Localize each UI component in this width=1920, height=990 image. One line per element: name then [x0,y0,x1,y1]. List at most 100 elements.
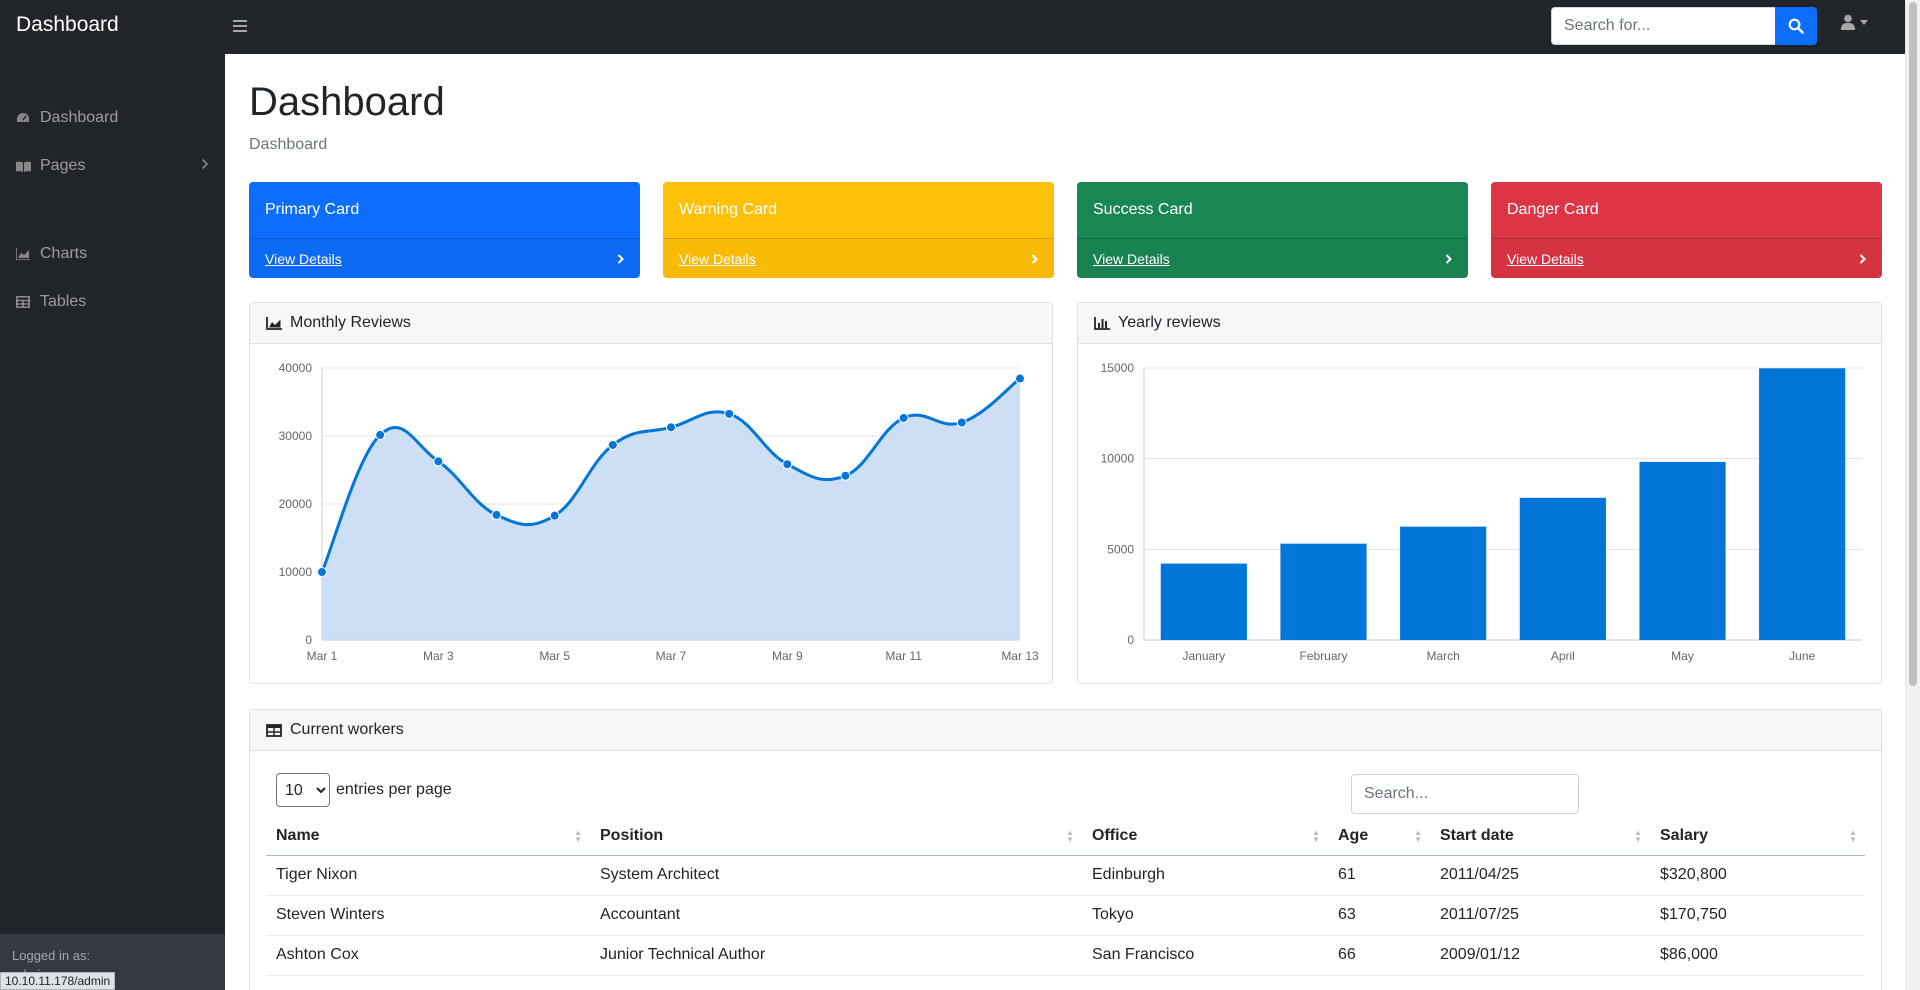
sort-icon: ▲ ▼ [1849,828,1857,844]
sidebar: Dashboard Pages Charts Tables Logged in … [0,54,225,990]
scrollbar-thumb[interactable] [1909,2,1917,686]
data-point [1015,373,1025,384]
entries-per-page-select[interactable]: 10 [276,773,330,807]
data-point [375,429,386,440]
sidebar-item-label: Pages [40,157,86,174]
sidebar-item-label: Charts [40,245,88,262]
view-details-link[interactable]: View Details [1093,250,1170,267]
column-header-start-date[interactable]: Start date ▲ ▼ [1430,817,1650,856]
sidebar-item-pages[interactable]: Pages [0,146,225,186]
success-card: Success Card View Details [1077,182,1468,278]
danger-card: Danger Card View Details [1491,182,1882,278]
cell-name: Ashton Cox [266,935,590,976]
y-tick-label: 0 [305,633,312,647]
warning-card: Warning Card View Details [663,182,1054,278]
column-header-age[interactable]: Age ▲ ▼ [1328,817,1430,856]
card-footer: View Details [1491,238,1882,278]
cell-salary: $170,750 [1650,895,1865,936]
table-row[interactable]: Steven Winters Accountant Tokyo 63 2011/… [266,895,1865,936]
sort-icon: ▲ ▼ [1312,828,1320,844]
y-tick-label: 0 [1127,633,1134,647]
table-icon [266,723,282,737]
sort-icon: ▲ ▼ [574,828,582,844]
top-search [1551,7,1817,45]
sidebar-item-label: Tables [40,293,87,310]
brand-title[interactable]: Dashboard [16,13,119,36]
table-search-input[interactable] [1351,774,1579,814]
panel-title: Monthly Reviews [290,314,411,331]
entries-label: entries per page [336,781,452,798]
x-tick-label: January [1182,649,1225,663]
page-title: Dashboard [249,80,445,124]
user-icon [1841,14,1855,30]
cell-position: System Architect [590,855,1082,896]
chevron-right-icon [1031,253,1038,264]
panel-header: Current workers [250,710,1881,751]
cell-age: 61 [1328,855,1430,896]
bar [1519,497,1606,640]
card-footer: View Details [249,238,640,278]
card-footer: View Details [1077,238,1468,278]
cell-age: 66 [1328,935,1430,976]
y-tick-label: 40000 [279,361,313,375]
sidebar-item-charts[interactable]: Charts [0,234,225,274]
table-row[interactable]: Ashton Cox Junior Technical Author San F… [266,935,1865,976]
cell-start-date: 2011/07/25 [1430,895,1650,936]
chart-bar-icon [1094,316,1110,330]
cell-name: Steven Winters [266,895,590,936]
monthly-reviews-chart: 0 10000 20000 30000 40000 Mar 1 Mar 3 Mar 5 Mar … [279,361,1039,663]
table-row[interactable]: Tiger Nixon System Architect Edinburgh 6… [266,855,1865,896]
table-header-row: Name ▲ ▼ Position ▲ ▼ Office ▲ ▼ Age ▲ ▼ Start d… [266,817,1865,856]
data-point [956,417,967,428]
column-header-position[interactable]: Position ▲ ▼ [590,817,1082,856]
y-tick-label: 15000 [1101,361,1135,375]
caret-down-icon [1860,19,1868,25]
column-header-salary[interactable]: Salary ▲ ▼ [1650,817,1865,856]
current-workers-panel: Current workers 10 entries per page Name… [249,709,1882,990]
x-tick-label: Mar 3 [423,649,454,663]
menu-icon [233,20,247,32]
chart-area-icon [266,316,282,330]
view-details-link[interactable]: View Details [679,250,756,267]
card-title: Primary Card [265,201,360,218]
cell-office: Tokyo [1082,895,1328,936]
bar [1639,461,1726,640]
data-point [607,439,618,450]
data-point [491,509,502,520]
page-scrollbar[interactable] [1905,0,1920,990]
column-header-office[interactable]: Office ▲ ▼ [1082,817,1328,856]
breadcrumb: Dashboard [249,136,328,153]
logged-in-label: Logged in as: [12,948,91,963]
top-search-button[interactable] [1775,7,1817,45]
chevron-right-icon [1859,253,1866,264]
x-tick-label: Mar 11 [885,649,922,663]
y-tick-label: 10000 [1101,452,1135,466]
chevron-right-icon [1445,253,1452,264]
sort-icon: ▲ ▼ [1066,828,1074,844]
column-header-name[interactable]: Name ▲ ▼ [266,817,590,856]
data-point [782,459,793,470]
cell-age: 63 [1328,895,1430,936]
view-details-link[interactable]: View Details [265,250,342,267]
entries-per-page: 10 entries per page [276,773,452,807]
area-fill [322,378,1020,640]
table-icon [16,296,40,308]
sidebar-item-tables[interactable]: Tables [0,282,225,322]
y-tick-label: 5000 [1107,542,1134,556]
user-menu-button[interactable] [1840,14,1868,30]
cell-position: Accountant [590,895,1082,936]
cell-name: Tiger Nixon [266,855,590,896]
x-tick-label: Mar 5 [539,649,570,663]
sidebar-item-dashboard[interactable]: Dashboard [0,98,225,138]
top-search-input[interactable] [1551,7,1775,45]
view-details-link[interactable]: View Details [1507,250,1584,267]
cell-start-date: 2011/04/25 [1430,855,1650,896]
data-point [549,510,560,521]
y-tick-label: 20000 [279,497,313,511]
chart-area-icon [16,248,40,260]
bar [1280,543,1367,640]
panel-header: Yearly reviews [1078,303,1881,344]
sidebar-toggle-button[interactable] [230,14,250,38]
card-title: Warning Card [679,201,778,218]
search-icon [1788,18,1804,34]
